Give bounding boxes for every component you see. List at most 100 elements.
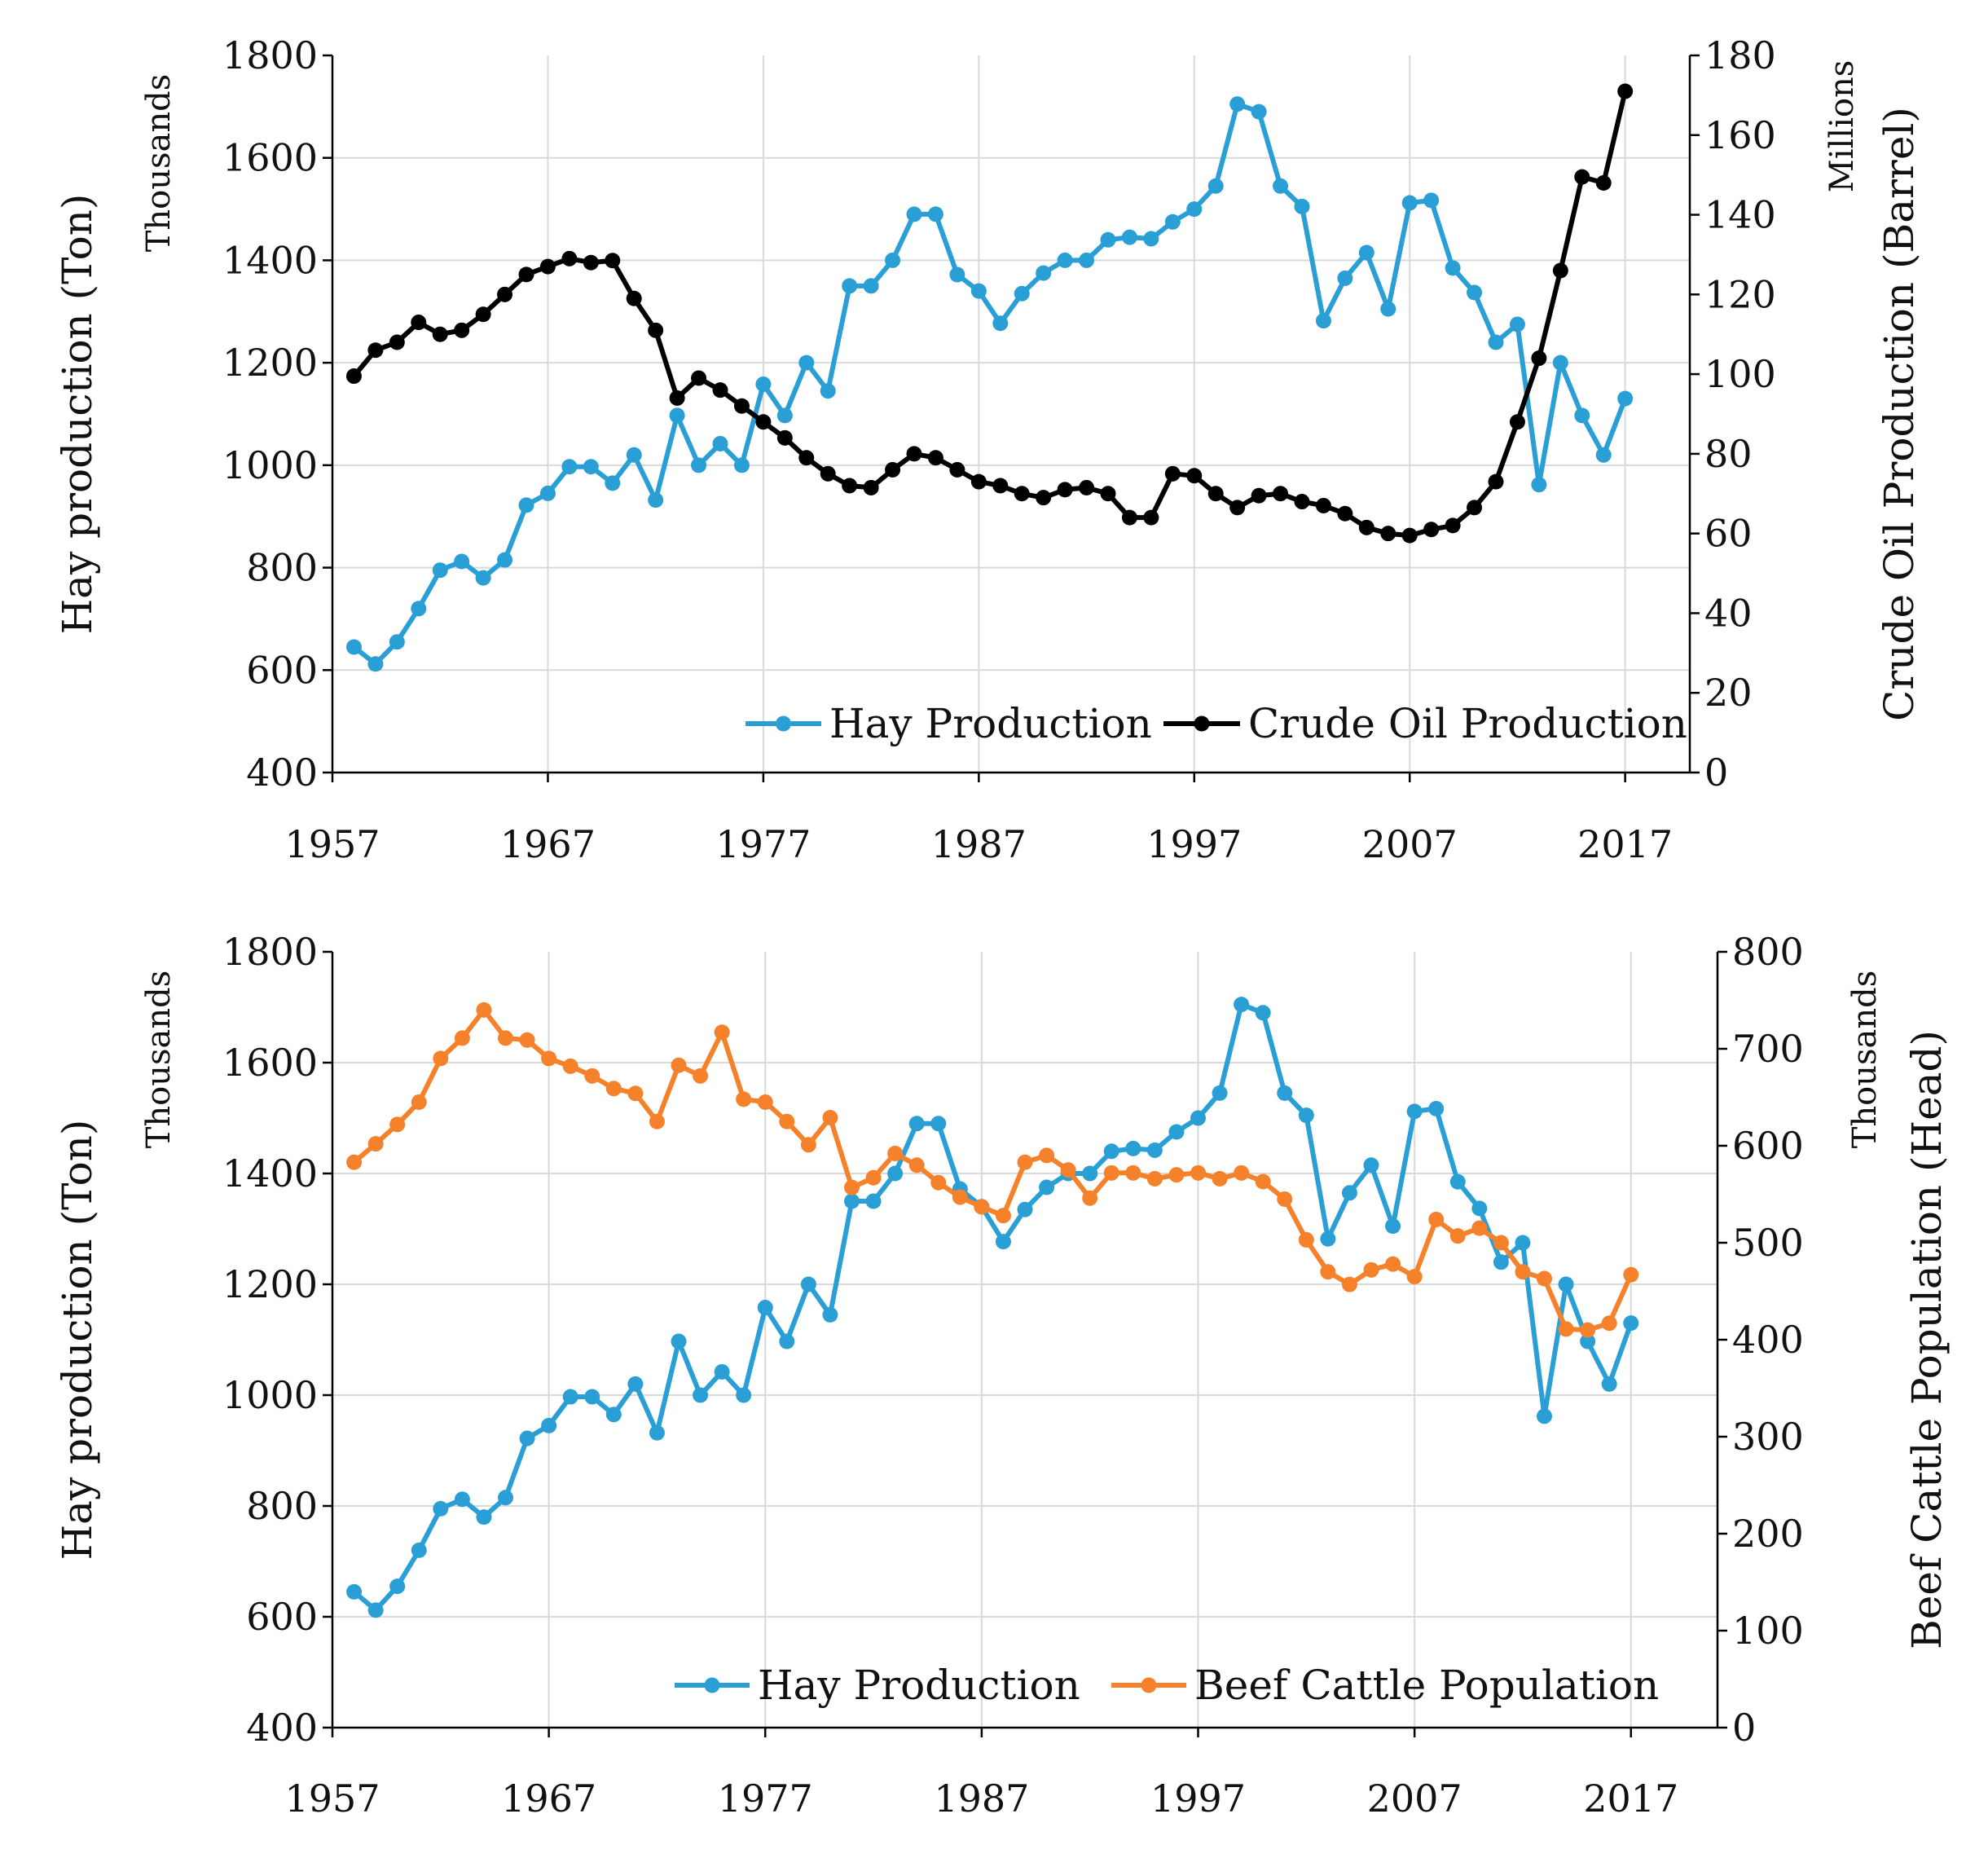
left-y-tick-label: 600 [246, 1595, 318, 1639]
data-point [539, 485, 556, 501]
left-y-tick-label: 1800 [222, 33, 318, 77]
data-point [1100, 231, 1116, 248]
data-point [1385, 1218, 1401, 1235]
data-point [1623, 1266, 1639, 1283]
data-point [1552, 354, 1568, 371]
data-point [561, 250, 578, 266]
data-point [1036, 265, 1052, 281]
data-point [927, 206, 943, 222]
data-point [1017, 1154, 1033, 1170]
data-point [541, 1417, 557, 1433]
data-point [1229, 96, 1246, 112]
left-y-tick-label: 1400 [222, 238, 318, 282]
data-point [820, 383, 836, 399]
data-point [389, 1578, 406, 1595]
data-point [1251, 487, 1267, 504]
data-point [1537, 1408, 1552, 1424]
data-point [1082, 1190, 1098, 1206]
data-point [800, 1137, 816, 1153]
data-point [1515, 1264, 1531, 1280]
data-point [1341, 1185, 1357, 1201]
data-point [1406, 1269, 1423, 1285]
data-point [1103, 1143, 1119, 1160]
right-y-tick-label: 40 [1704, 591, 1753, 635]
chart-panel-1: 400 600 800 1000 1200 1400 1600 1800 0 20 40 60 80 10… [54, 33, 1923, 866]
data-point [627, 1085, 644, 1102]
data-point [389, 334, 405, 350]
left-y-tick-label: 1200 [222, 1262, 318, 1306]
data-point [1358, 519, 1374, 535]
data-point [1146, 1142, 1163, 1158]
data-point [605, 1081, 622, 1097]
x-tick-label: 2007 [1362, 822, 1458, 866]
left-y-tick-label: 1600 [222, 1041, 318, 1085]
x-tick-label: 1977 [715, 822, 811, 866]
data-point [648, 492, 664, 509]
left-y-tick-label: 400 [246, 751, 318, 795]
data-point [1212, 1085, 1228, 1101]
x-tick-label: 2017 [1583, 1777, 1678, 1821]
left-y-tick-label: 1400 [222, 1151, 318, 1195]
data-point [949, 461, 965, 478]
data-point [733, 398, 750, 414]
data-point [389, 1116, 406, 1133]
data-point [1574, 407, 1590, 424]
data-point [519, 1032, 535, 1048]
right-y-tick-label: 500 [1732, 1221, 1804, 1265]
left-y-tick-label: 800 [246, 546, 318, 590]
data-point [1273, 486, 1289, 502]
data-point [1445, 260, 1461, 276]
data-point [906, 446, 922, 462]
data-point [930, 1174, 947, 1191]
data-point [1294, 198, 1310, 214]
right-y-tick-label: 0 [1704, 751, 1728, 795]
data-point [1121, 509, 1137, 526]
data-point [1060, 1162, 1076, 1178]
data-point [562, 1389, 578, 1405]
data-point [1558, 1276, 1574, 1292]
left-y-tick-label: 800 [246, 1484, 318, 1528]
data-point [1558, 1321, 1574, 1337]
data-point [863, 479, 879, 495]
right-y-tick-label: 600 [1732, 1124, 1804, 1168]
data-point [454, 322, 470, 338]
x-tick-label: 1997 [1150, 1777, 1246, 1821]
data-point [1277, 1085, 1293, 1101]
data-point [498, 1490, 513, 1506]
data-point [1207, 178, 1224, 194]
data-point [1493, 1235, 1509, 1251]
data-point [1168, 1167, 1185, 1183]
left-y-axis-title: Hay production (Ton) [54, 1120, 101, 1561]
data-point [865, 1169, 882, 1186]
data-point [1298, 1231, 1314, 1248]
x-tick-label: 1967 [500, 822, 596, 866]
left-y-tick-label: 1000 [222, 443, 318, 487]
data-point [1125, 1140, 1141, 1156]
data-point [1014, 486, 1030, 502]
data-point [1255, 1173, 1271, 1190]
data-point [755, 376, 772, 393]
left-y-tick-label: 1000 [222, 1373, 318, 1417]
left-y-tick-label: 1800 [222, 930, 318, 974]
right-y-tick-label: 120 [1704, 272, 1776, 316]
data-point [476, 1002, 492, 1018]
data-point [714, 1363, 730, 1380]
data-point [1363, 1261, 1379, 1278]
data-point [1488, 334, 1504, 350]
data-point [649, 1424, 665, 1441]
left-y-tick-label: 1600 [222, 136, 318, 180]
right-y-tick-label: 140 [1704, 193, 1776, 237]
data-point [776, 429, 793, 446]
data-point [842, 278, 858, 294]
data-point [822, 1306, 838, 1323]
data-point [1234, 997, 1250, 1013]
data-point [605, 253, 621, 269]
data-point [736, 1091, 752, 1107]
data-point [1493, 1254, 1509, 1270]
data-point [518, 266, 534, 283]
series-hay-production [346, 997, 1639, 1618]
data-point [1207, 486, 1224, 502]
data-point [736, 1387, 752, 1403]
data-point [1229, 500, 1246, 516]
